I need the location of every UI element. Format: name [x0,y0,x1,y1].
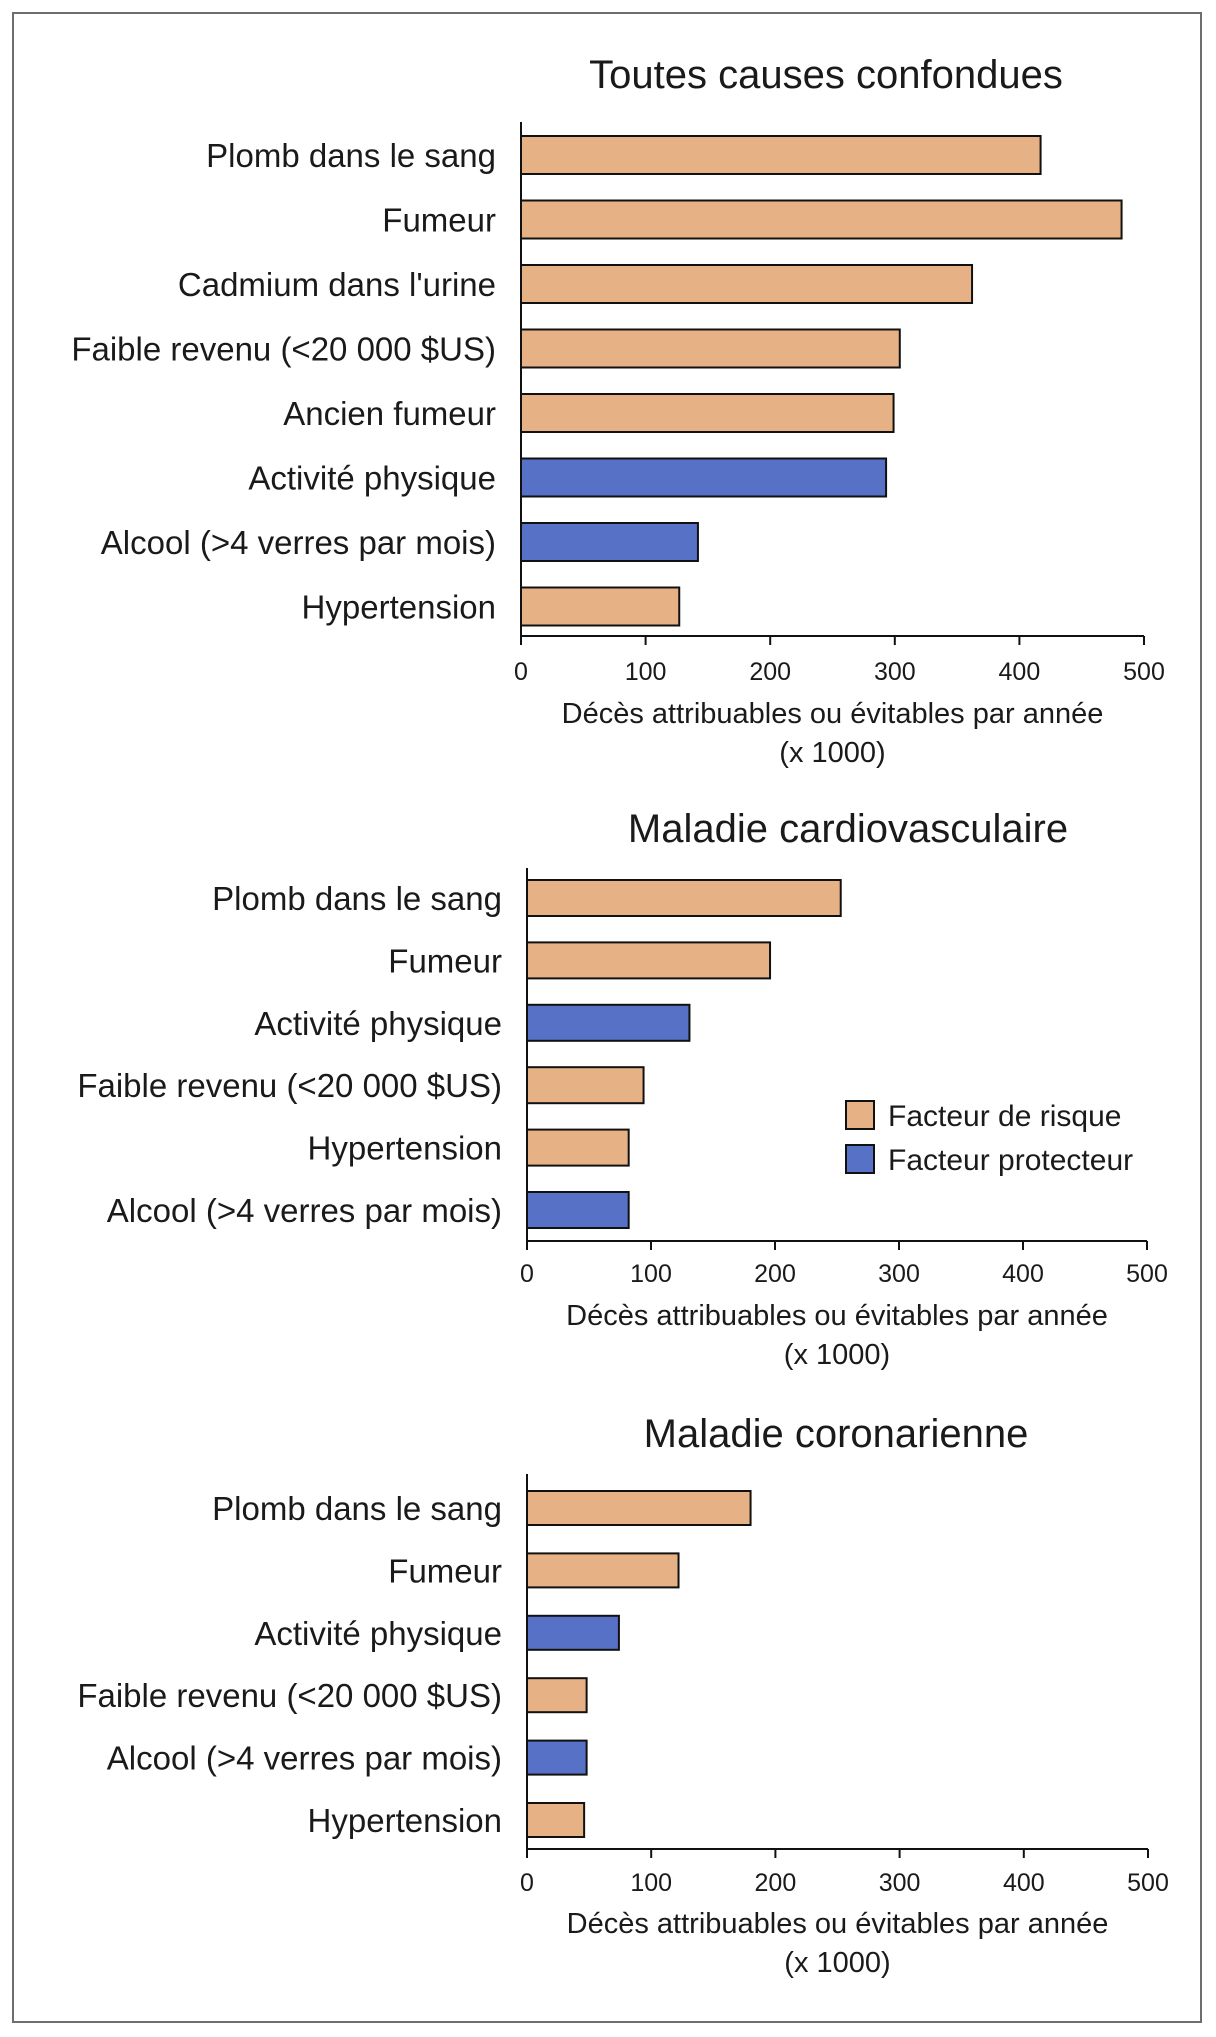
x-tick-label: 200 [749,658,791,686]
category-label: Hypertension [308,1130,502,1167]
bar-risk [520,328,901,369]
x-tick-label: 100 [630,1260,672,1288]
x-tick-label: 0 [514,658,528,686]
category-label: Activité physique [254,1005,502,1042]
chart-panel-cardiovascular: Maladie cardiovasculaire Plomb dans le sa… [77,807,1168,1371]
legend: Facteur de risque Facteur protecteur [845,1100,1133,1177]
category-label: Plomb dans le sang [212,1490,502,1527]
x-axis-label: Décès attribuables ou évitables par anné… [562,698,1104,730]
legend-label-protective: Facteur protecteur [888,1144,1133,1177]
x-axis-label-unit: (x 1000) [784,1947,890,1979]
x-tick-label: 400 [999,658,1041,686]
category-label: Fumeur [388,1552,502,1589]
category-label: Cadmium dans l'urine [178,266,496,303]
chart-title: Toutes causes confondues [589,53,1063,97]
category-label: Ancien fumeur [283,395,496,432]
category-label: Alcool (>4 verres par mois) [107,1192,502,1229]
bar-protective [520,457,888,498]
category-label: Hypertension [302,589,496,626]
bar-risk [526,1128,630,1167]
legend-swatch-risk [845,1100,875,1130]
bar-risk [520,199,1123,240]
bar-protective [526,1614,620,1651]
bar-protective [526,1191,630,1229]
bar-risk [520,586,681,627]
category-label: Activité physique [248,460,496,497]
x-axis-label: Décès attribuables ou évitables par anné… [567,1908,1109,1940]
category-label: Faible revenu (<20 000 $US) [77,1677,502,1714]
bar-risk [526,879,842,917]
bar-risk [526,1802,586,1838]
category-label: Activité physique [254,1615,502,1652]
bar-protective [520,522,699,562]
bar-risk [526,941,772,980]
category-label: Hypertension [308,1802,502,1839]
category-label: Faible revenu (<20 000 $US) [71,331,496,368]
x-axis-label-unit: (x 1000) [784,1339,890,1371]
bar-protective [526,1003,691,1042]
category-label: Alcool (>4 verres par mois) [107,1740,502,1777]
category-label: Plomb dans le sang [206,137,496,174]
legend-swatch-protective [845,1144,875,1174]
legend-label-risk: Facteur de risque [888,1100,1121,1133]
category-label: Alcool (>4 verres par mois) [101,524,496,561]
x-tick-label: 500 [1127,1869,1169,1897]
x-tick-label: 0 [520,1260,534,1288]
x-tick-label: 300 [874,658,916,686]
x-tick-label: 500 [1123,658,1165,686]
bar-risk [526,1552,680,1589]
bar-risk [520,393,895,433]
x-tick-label: 200 [755,1869,797,1897]
x-tick-label: 500 [1126,1260,1168,1288]
bar-risk [520,135,1042,175]
chart-panel-coronary: Maladie coronarienne Plomb dans le sang Fu… [77,1412,1169,1979]
x-tick-label: 100 [630,1869,672,1897]
chart-title: Maladie cardiovasculaire [628,807,1068,851]
category-label: Faible revenu (<20 000 $US) [77,1067,502,1104]
bar-risk [526,1490,752,1526]
chart-panel-all-causes: Toutes causes confondues Plomb dans le sa… [71,53,1165,769]
x-axis-label: Décès attribuables ou évitables par anné… [566,1300,1108,1332]
bar-risk [520,264,974,304]
x-tick-label: 400 [1002,1260,1044,1288]
x-tick-label: 0 [520,1869,534,1897]
bar-risk [526,1066,645,1105]
category-label: Fumeur [382,202,496,239]
x-tick-label: 400 [1003,1869,1045,1897]
category-label: Fumeur [388,942,502,979]
chart-title: Maladie coronarienne [644,1412,1029,1456]
bar-protective [526,1739,588,1776]
x-tick-label: 300 [879,1869,921,1897]
bar-risk [526,1677,588,1714]
category-label: Plomb dans le sang [212,880,502,917]
x-tick-label: 300 [878,1260,920,1288]
x-tick-label: 100 [625,658,667,686]
x-tick-label: 200 [754,1260,796,1288]
x-axis-label-unit: (x 1000) [779,737,885,769]
